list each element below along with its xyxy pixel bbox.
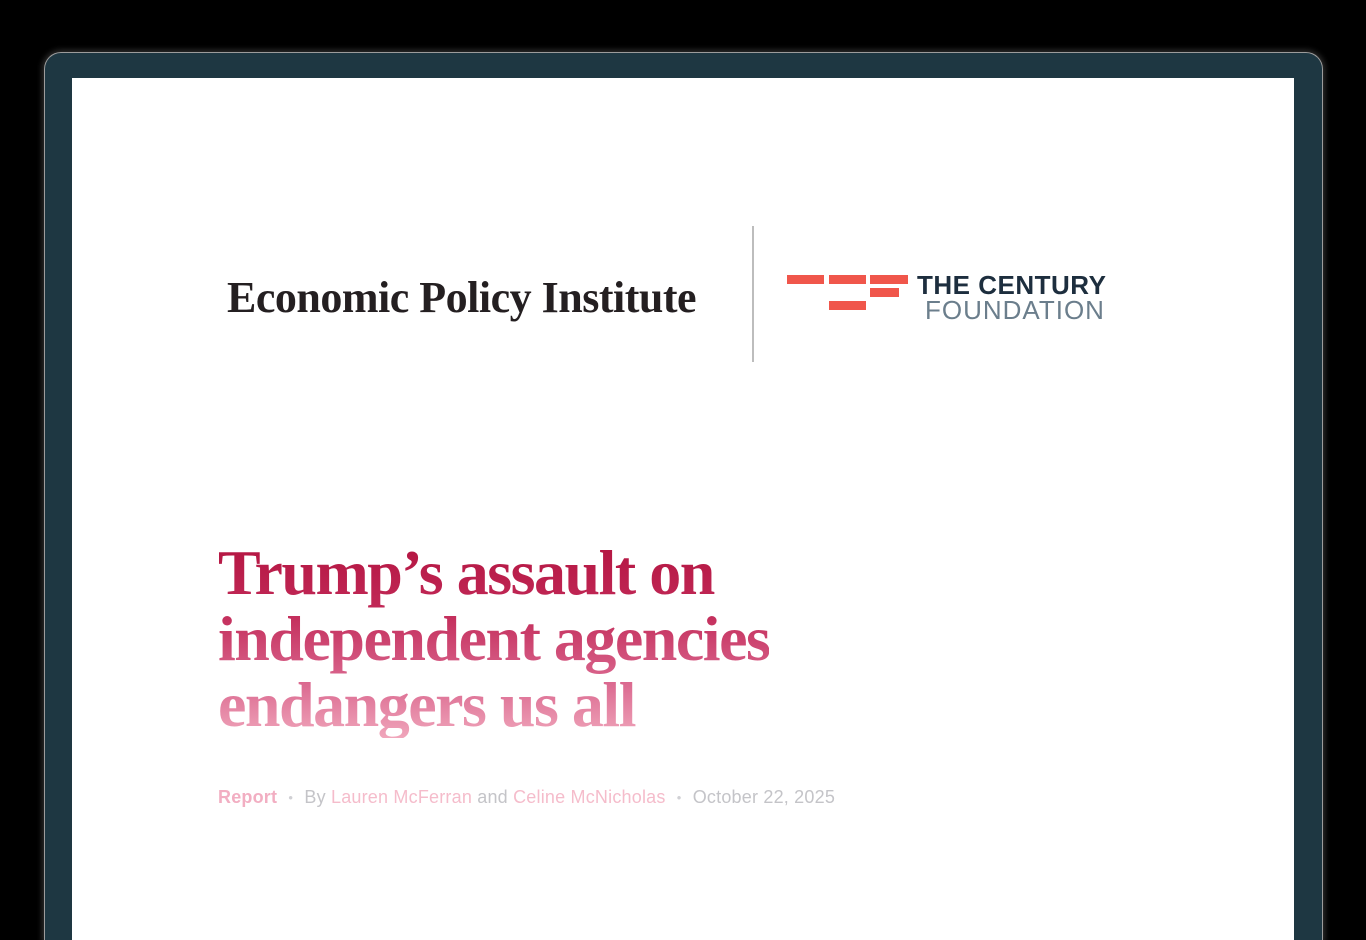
report-title: Trump’s assault on independent agencies … (218, 540, 769, 738)
report-kicker-link[interactable]: Report (218, 787, 278, 807)
tcf-bar (870, 275, 908, 284)
tcf-bar (870, 288, 899, 297)
browser-viewport: Economic Policy Institute THE CENTURY FO… (45, 53, 1322, 940)
byline-separator-1: • (288, 790, 294, 805)
tcf-bar (787, 275, 824, 284)
author-link-lauren-mcferran[interactable]: Lauren McFerran (330, 787, 473, 807)
publish-date: October 22, 2025 (692, 787, 836, 807)
masthead-divider (752, 226, 754, 362)
tcf-wordmark-line2: FOUNDATION (925, 295, 1105, 325)
tcf-wordmark-line1: THE CENTURY (917, 270, 1107, 300)
report-title-line3: endangers us all (218, 669, 635, 740)
tcf-bar (829, 301, 866, 310)
report-title-line2: independent agencies (218, 603, 770, 674)
byline-separator-2: • (676, 790, 682, 805)
author-link-celine-mcnicholas[interactable]: Celine McNicholas (513, 787, 666, 807)
byline-and-label: and (477, 787, 508, 807)
report-title-line1: Trump’s assault on (218, 537, 714, 608)
tcf-bar (829, 275, 866, 284)
byline-by-label: By (304, 787, 326, 807)
epi-logo[interactable]: Economic Policy Institute (227, 273, 697, 322)
byline: Report • By Lauren McFerran and Celine M… (218, 786, 835, 809)
report-page: Economic Policy Institute THE CENTURY FO… (72, 78, 1294, 940)
tcf-logo[interactable]: THE CENTURY FOUNDATION (787, 268, 1207, 368)
